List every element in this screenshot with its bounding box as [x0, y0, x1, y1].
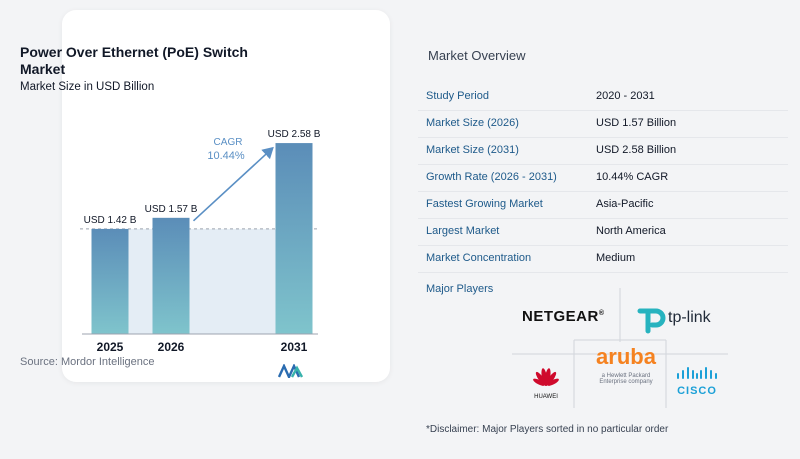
tplink-text: tp-link [668, 309, 711, 326]
value-label: USD 1.57 B [145, 204, 198, 215]
disclaimer-text: *Disclaimer: Major Players sorted in no … [426, 424, 669, 435]
x-tick-label: 2031 [281, 340, 308, 354]
overview-table: Study Period 2020 - 2031 Market Size (202… [418, 84, 788, 273]
tplink-logo: tp-link [632, 300, 742, 336]
x-tick-label: 2025 [97, 340, 124, 354]
source-label: Source: Mordor Intelligence [20, 356, 155, 368]
table-row: Market Concentration Medium [418, 246, 788, 273]
aruba-sub1: a Hewlett Packard [601, 373, 651, 379]
huawei-flower-icon [533, 368, 559, 387]
bar-2031 [275, 143, 313, 334]
netgear-text: NETGEAR [522, 308, 599, 325]
aruba-logo: aruba a Hewlett Packard Enterprise compa… [588, 344, 664, 386]
row-value: 2020 - 2031 [596, 90, 655, 102]
huawei-logo: HUAWEI [528, 366, 564, 400]
market-overview-panel: Market Overview Study Period 2020 - 2031 … [410, 0, 800, 459]
netgear-logo: NETGEAR® [522, 308, 605, 325]
table-row: Market Size (2026) USD 1.57 Billion [418, 111, 788, 138]
x-tick-label: 2026 [158, 340, 185, 354]
aruba-text: aruba [596, 344, 656, 369]
row-key: Largest Market [426, 225, 500, 237]
cagr-label: CAGR [214, 137, 243, 148]
bar-2026 [152, 217, 190, 334]
row-key: Growth Rate (2026 - 2031) [426, 171, 557, 183]
row-key: Fastest Growing Market [426, 198, 543, 210]
value-label: USD 2.58 B [268, 129, 321, 140]
cisco-bars-icon [677, 367, 717, 379]
tplink-mark-icon [637, 308, 666, 334]
projection-area [128, 228, 276, 334]
table-row: Market Size (2031) USD 2.58 Billion [418, 138, 788, 165]
row-value: Medium [596, 252, 636, 264]
row-value: Asia-Pacific [596, 198, 654, 210]
netgear-registered: ® [598, 310, 605, 317]
value-label: USD 1.42 B [84, 215, 137, 226]
major-players-title: Major Players [426, 283, 494, 295]
row-key: Study Period [426, 90, 489, 102]
market-overview-title: Market Overview [428, 48, 526, 63]
table-row: Largest Market North America [418, 219, 788, 246]
table-row: Fastest Growing Market Asia-Pacific [418, 192, 788, 219]
row-value: USD 1.57 Billion [596, 117, 677, 129]
huawei-text: HUAWEI [534, 394, 558, 400]
source-text: Source: Mordor Intelligence [20, 356, 155, 368]
row-key: Market Concentration [426, 252, 532, 264]
chart-title: Power Over Ethernet (PoE) Switch Market [20, 44, 248, 77]
player-grid-lines [512, 288, 728, 408]
row-value: 10.44% CAGR [596, 171, 669, 183]
cisco-text: CISCO [677, 385, 717, 397]
table-row: Study Period 2020 - 2031 [418, 84, 788, 111]
bar-2025 [91, 228, 129, 334]
table-row: Growth Rate (2026 - 2031) 10.44% CAGR [418, 165, 788, 192]
mordor-logo-icon [278, 364, 304, 378]
aruba-sub2: Enterprise company [599, 379, 653, 385]
cagr-arrow [192, 146, 274, 222]
row-key: Market Size (2031) [426, 144, 519, 156]
row-value: USD 2.58 Billion [596, 144, 677, 156]
row-value: North America [596, 225, 666, 237]
row-key: Market Size (2026) [426, 117, 519, 129]
bar-chart: USD 1.42 B 2025 USD 1.57 B 2026 USD 2.58 B 20… [80, 129, 321, 354]
cagr-value: 10.44% [207, 150, 245, 162]
chart-subtitle: Market Size in USD Billion [20, 81, 155, 93]
cisco-logo: CISCO [672, 366, 722, 397]
